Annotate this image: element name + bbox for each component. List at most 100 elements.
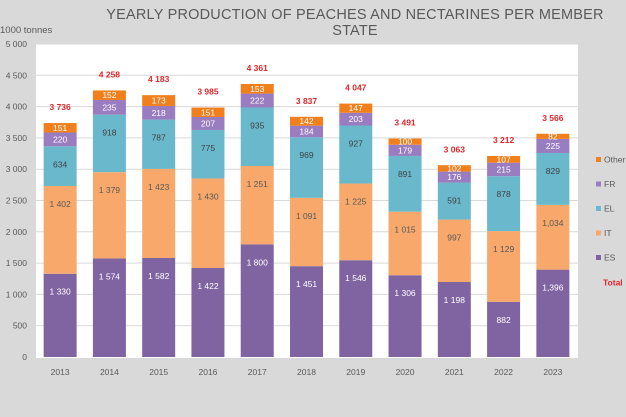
data-label-it: 1 129 <box>493 244 515 254</box>
bar-segment-other <box>92 90 126 100</box>
bar-segment-fr <box>92 99 126 115</box>
data-label-other: 102 <box>447 163 461 173</box>
bar-segment-el <box>43 146 77 186</box>
bar-segment-other <box>240 84 274 94</box>
legend-swatch <box>596 255 601 260</box>
legend-item-it: IT <box>596 228 612 238</box>
bar-segment-other <box>142 95 176 106</box>
legend-label: Other <box>604 155 625 165</box>
bar-segment-es <box>487 301 521 357</box>
data-label-fr: 218 <box>152 108 166 118</box>
bar-segment-el <box>487 176 521 232</box>
data-label-fr: 203 <box>349 114 363 124</box>
bar-segment-fr <box>388 144 422 156</box>
data-label-es: 1 800 <box>247 257 269 267</box>
legend-label: ES <box>604 253 616 263</box>
bar-segment-es <box>43 273 77 357</box>
bar-segment-it <box>142 168 176 258</box>
bar-segment-it <box>339 183 373 261</box>
data-label-el: 775 <box>201 143 215 153</box>
data-label-es: 1 574 <box>99 271 121 281</box>
total-label: 3 212 <box>493 135 515 145</box>
bar-segment-other <box>388 138 422 145</box>
data-label-el: 918 <box>102 128 116 138</box>
x-tick-label: 2020 <box>396 367 415 377</box>
data-label-el: 891 <box>398 169 412 179</box>
bar-segment-es <box>437 282 471 357</box>
bar-segment-other <box>339 103 373 113</box>
y-tick-label: 4 000 <box>6 102 28 112</box>
data-label-it: 1 015 <box>394 225 416 235</box>
bar-stack-2017: 1 800 1 251 935 222 153 4 361 <box>240 63 274 357</box>
bar-segment-fr <box>142 105 176 120</box>
data-label-it: 997 <box>447 233 461 243</box>
data-label-es: 1 451 <box>296 279 318 289</box>
data-label-other: 151 <box>201 107 215 117</box>
data-label-it: 1 091 <box>296 211 318 221</box>
x-tick-label: 2015 <box>149 367 168 377</box>
total-label: 4 258 <box>99 69 121 79</box>
bar-segment-es <box>388 275 422 357</box>
bar-segment-el <box>388 155 422 212</box>
bar-segment-other <box>487 155 521 163</box>
data-label-other: 107 <box>496 154 510 164</box>
legend-label: Total <box>603 278 623 288</box>
chart-title: YEARLY PRODUCTION OF PEACHES AND NECTARI… <box>106 7 604 39</box>
x-tick-label: 2023 <box>543 367 562 377</box>
data-label-fr: 235 <box>102 102 116 112</box>
bar-segment-other <box>290 116 323 126</box>
bar-segment-it <box>290 197 323 267</box>
total-label: 4 183 <box>148 74 170 84</box>
legend-label: EL <box>604 204 615 214</box>
bar-segment-fr <box>437 171 471 183</box>
data-label-other: 82 <box>548 131 558 141</box>
bar-segment-fr <box>240 93 274 108</box>
legend-item-total: Total <box>603 278 623 288</box>
bar-segment-el <box>191 129 225 179</box>
data-label-fr: 207 <box>201 118 215 128</box>
total-label: 3 491 <box>394 117 416 127</box>
total-label: 3 063 <box>444 144 466 154</box>
data-label-el: 878 <box>496 189 510 199</box>
bar-segment-el <box>290 137 323 198</box>
legend-item-other: Other <box>596 155 625 165</box>
data-label-fr: 215 <box>496 164 510 174</box>
y-tick-label: 0 <box>22 352 27 362</box>
bar-segment-fr <box>290 125 323 138</box>
data-label-el: 787 <box>152 133 166 143</box>
data-label-fr: 225 <box>546 141 560 151</box>
y-tick-label: 2 000 <box>6 227 28 237</box>
data-label-es: 1,396 <box>542 283 564 293</box>
total-label: 4 361 <box>247 63 269 73</box>
x-tick-label: 2016 <box>198 367 217 377</box>
data-label-fr: 179 <box>398 145 412 155</box>
x-tick-label: 2014 <box>100 367 119 377</box>
y-tick-label: 3 000 <box>6 164 28 174</box>
bar-segment-es <box>92 258 126 357</box>
total-label: 3 566 <box>542 113 564 123</box>
data-label-el: 591 <box>447 196 461 206</box>
bar-segment-el <box>339 125 373 184</box>
x-tick-label: 2019 <box>346 367 365 377</box>
bar-segment-es <box>339 260 373 357</box>
y-tick-label: 5 000 <box>6 39 28 49</box>
data-label-other: 100 <box>398 137 412 147</box>
bar-segment-el <box>240 107 274 167</box>
bar-segment-other <box>536 133 570 139</box>
y-tick-label: 1 500 <box>6 258 28 268</box>
legend-swatch <box>596 157 601 162</box>
bar-segment-it <box>240 166 274 245</box>
data-label-es: 1 422 <box>197 281 219 291</box>
bar-segment-it <box>92 172 126 259</box>
legend-swatch <box>596 181 601 187</box>
bar-segment-fr <box>43 132 77 147</box>
bar-segment-it <box>487 231 521 302</box>
legend-item-el: EL <box>596 204 615 214</box>
data-label-el: 935 <box>250 120 264 130</box>
bar-segment-fr <box>191 116 225 130</box>
